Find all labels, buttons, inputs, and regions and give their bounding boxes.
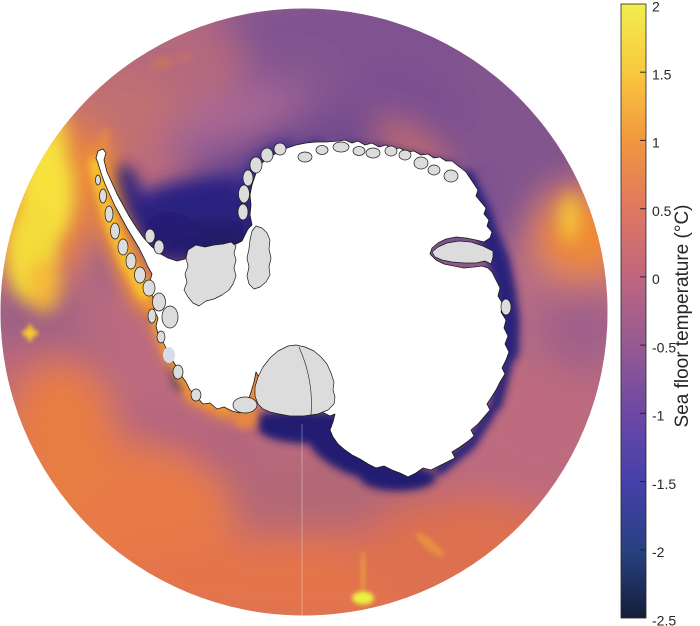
svg-text:0: 0 (652, 271, 660, 287)
svg-text:1: 1 (652, 135, 660, 151)
svg-text:0.5: 0.5 (652, 203, 672, 219)
svg-text:1.5: 1.5 (652, 67, 672, 83)
svg-text:-1: -1 (652, 408, 665, 424)
svg-text:-2: -2 (652, 544, 665, 560)
svg-text:-1.5: -1.5 (652, 476, 676, 492)
svg-text:Sea floor temperature (°C): Sea floor temperature (°C) (672, 204, 693, 427)
svg-text:-0.5: -0.5 (652, 340, 676, 356)
svg-text:2: 2 (652, 0, 660, 15)
svg-text:-2.5: -2.5 (652, 613, 676, 626)
